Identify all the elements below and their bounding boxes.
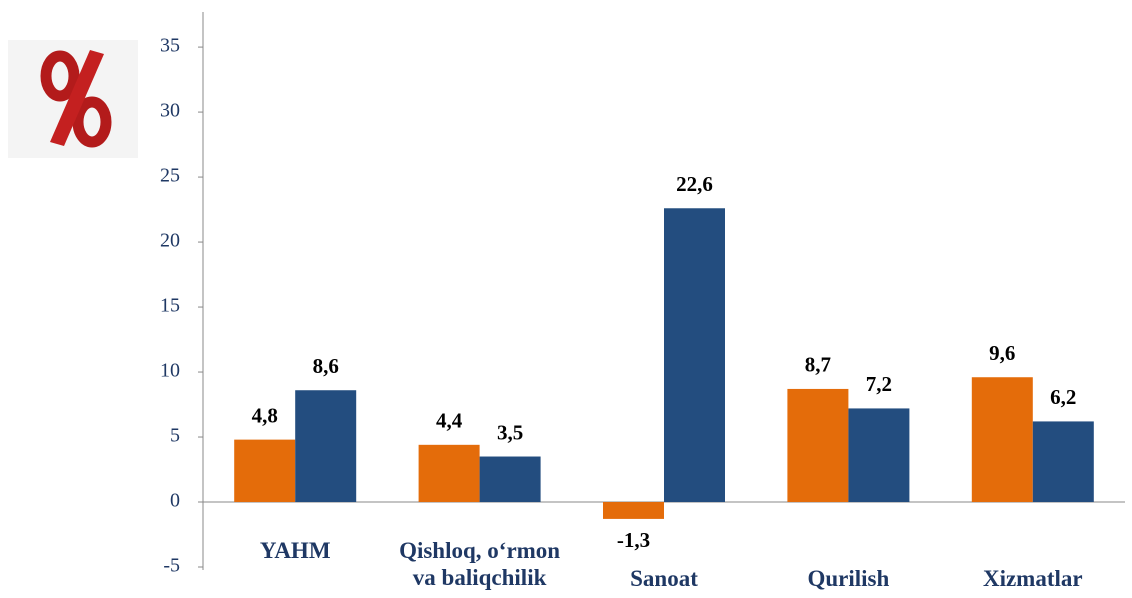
y-tick-label: -5 [163,555,180,577]
bar [972,377,1033,502]
value-label: 8,7 [805,353,831,377]
value-label: -1,3 [617,528,650,552]
value-label: 9,6 [989,341,1015,365]
percent-icon [8,40,138,158]
value-label: 4,4 [436,409,463,433]
page: -5 0 5 10 15 20 25 30 35 4,8 8,6 4,4 3,5 -1,3 22,6 8,7 7… [0,0,1132,598]
y-tick-label: 35 [160,35,180,57]
y-tick-label: 15 [160,295,180,317]
y-tick-label: 5 [170,425,180,447]
x-tick-label: Xizmatlar [940,565,1126,592]
bar [664,208,725,502]
x-tick-label: Sanoat [571,565,757,592]
x-tick-label: Qurilish [755,565,941,592]
bar [295,390,356,502]
value-label: 22,6 [676,172,713,196]
bar [603,502,664,519]
bar [419,445,480,502]
bar [848,408,909,502]
y-tick-label: 25 [160,165,180,187]
chart: -5 0 5 10 15 20 25 30 35 4,8 8,6 4,4 3,5 -1,3 22,6 8,7 7… [0,0,1132,598]
x-tick-label: YAHM [202,537,388,564]
value-label: 4,8 [252,403,278,427]
y-tick-label: 10 [160,360,180,382]
y-tick-label: 20 [160,230,180,252]
value-label: 3,5 [497,420,523,444]
value-label: 6,2 [1050,385,1076,409]
bar [480,457,541,502]
x-tick-label: Qishloq, o‘rmon va baliqchilik [387,537,573,591]
y-tick-label: 30 [160,100,180,122]
y-tick-label: 0 [170,490,180,512]
bar [1033,421,1094,502]
value-label: 7,2 [866,372,892,396]
value-label: 8,6 [313,354,339,378]
bar [787,389,848,502]
bar [234,440,295,502]
